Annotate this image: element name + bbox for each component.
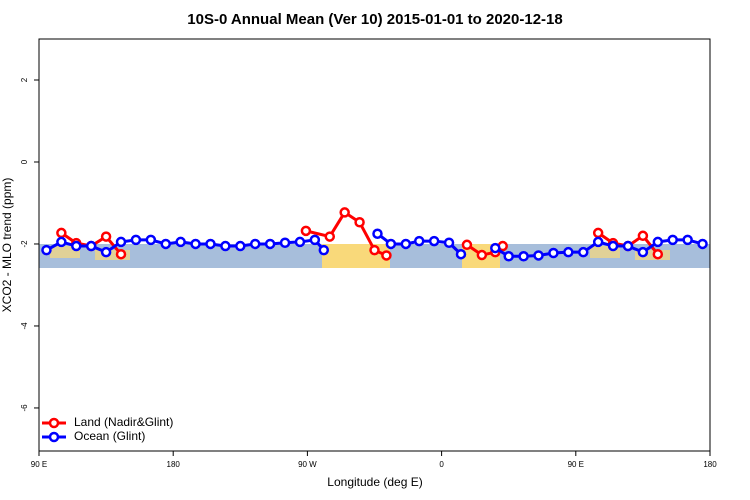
legend-label: Ocean (Glint) bbox=[74, 429, 145, 443]
point bbox=[637, 230, 649, 242]
point bbox=[41, 244, 52, 256]
plot-frame bbox=[38, 38, 711, 452]
point bbox=[145, 234, 157, 246]
point bbox=[652, 236, 664, 248]
point bbox=[130, 234, 142, 246]
point bbox=[381, 250, 392, 261]
point bbox=[205, 238, 216, 250]
x-axis-label: Longitude (deg E) bbox=[327, 475, 422, 489]
point bbox=[235, 240, 246, 252]
chart-title: 10S-0 Annual Mean (Ver 10) 2015-01-01 to… bbox=[187, 11, 562, 28]
point bbox=[518, 251, 529, 262]
x-tick-label: 90 E bbox=[31, 460, 47, 469]
point bbox=[309, 234, 321, 246]
point bbox=[443, 237, 455, 248]
point bbox=[264, 238, 276, 250]
y-tick-label: -6 bbox=[20, 404, 29, 412]
legend: Land (Nadir&Glint)Ocean (Glint) bbox=[42, 415, 173, 443]
point bbox=[190, 238, 201, 250]
point bbox=[400, 238, 412, 250]
point bbox=[607, 240, 619, 252]
point bbox=[652, 248, 664, 260]
y-tick-label: 2 bbox=[20, 77, 29, 82]
point bbox=[56, 236, 67, 248]
point bbox=[578, 246, 589, 258]
point bbox=[339, 207, 350, 218]
x-tick-label: 180 bbox=[167, 460, 181, 469]
point bbox=[637, 246, 649, 258]
point bbox=[71, 240, 82, 252]
point bbox=[294, 236, 306, 248]
point bbox=[428, 235, 440, 247]
x-tick-label: 180 bbox=[703, 460, 717, 469]
point bbox=[548, 247, 559, 259]
y-tick-label: -4 bbox=[20, 322, 29, 330]
point bbox=[533, 250, 544, 261]
point bbox=[160, 238, 171, 250]
y-axis-label: XCO2 - MLO trend (ppm) bbox=[0, 178, 14, 313]
point bbox=[56, 227, 67, 239]
y-tick-label: 0 bbox=[20, 159, 29, 164]
x-tick-label: 0 bbox=[439, 460, 444, 469]
point bbox=[115, 236, 127, 248]
point bbox=[592, 236, 604, 248]
point bbox=[697, 238, 708, 250]
point bbox=[461, 239, 473, 251]
point bbox=[563, 246, 574, 258]
point bbox=[85, 240, 97, 252]
x-tick-label: 90 E bbox=[568, 460, 584, 469]
point bbox=[592, 227, 604, 239]
point bbox=[324, 231, 336, 242]
point bbox=[279, 237, 291, 248]
point bbox=[622, 240, 634, 252]
point bbox=[249, 238, 261, 250]
point bbox=[175, 236, 186, 248]
point bbox=[413, 235, 425, 247]
point bbox=[503, 251, 514, 262]
point bbox=[318, 244, 330, 256]
point bbox=[220, 240, 231, 252]
point bbox=[455, 248, 467, 260]
point bbox=[490, 242, 501, 254]
x-tick-label: 90 W bbox=[298, 460, 317, 469]
point bbox=[682, 234, 693, 246]
point bbox=[667, 234, 678, 246]
y-tick-label: -2 bbox=[20, 240, 29, 248]
point bbox=[369, 244, 380, 256]
legend-label: Land (Nadir&Glint) bbox=[74, 415, 173, 429]
point bbox=[300, 225, 312, 237]
legend-marker bbox=[48, 431, 60, 443]
legend-marker bbox=[48, 417, 60, 429]
point bbox=[385, 238, 397, 250]
point bbox=[354, 216, 365, 228]
point bbox=[476, 249, 488, 261]
point bbox=[100, 246, 112, 258]
point bbox=[115, 248, 127, 260]
point bbox=[100, 231, 112, 242]
point bbox=[372, 228, 383, 239]
